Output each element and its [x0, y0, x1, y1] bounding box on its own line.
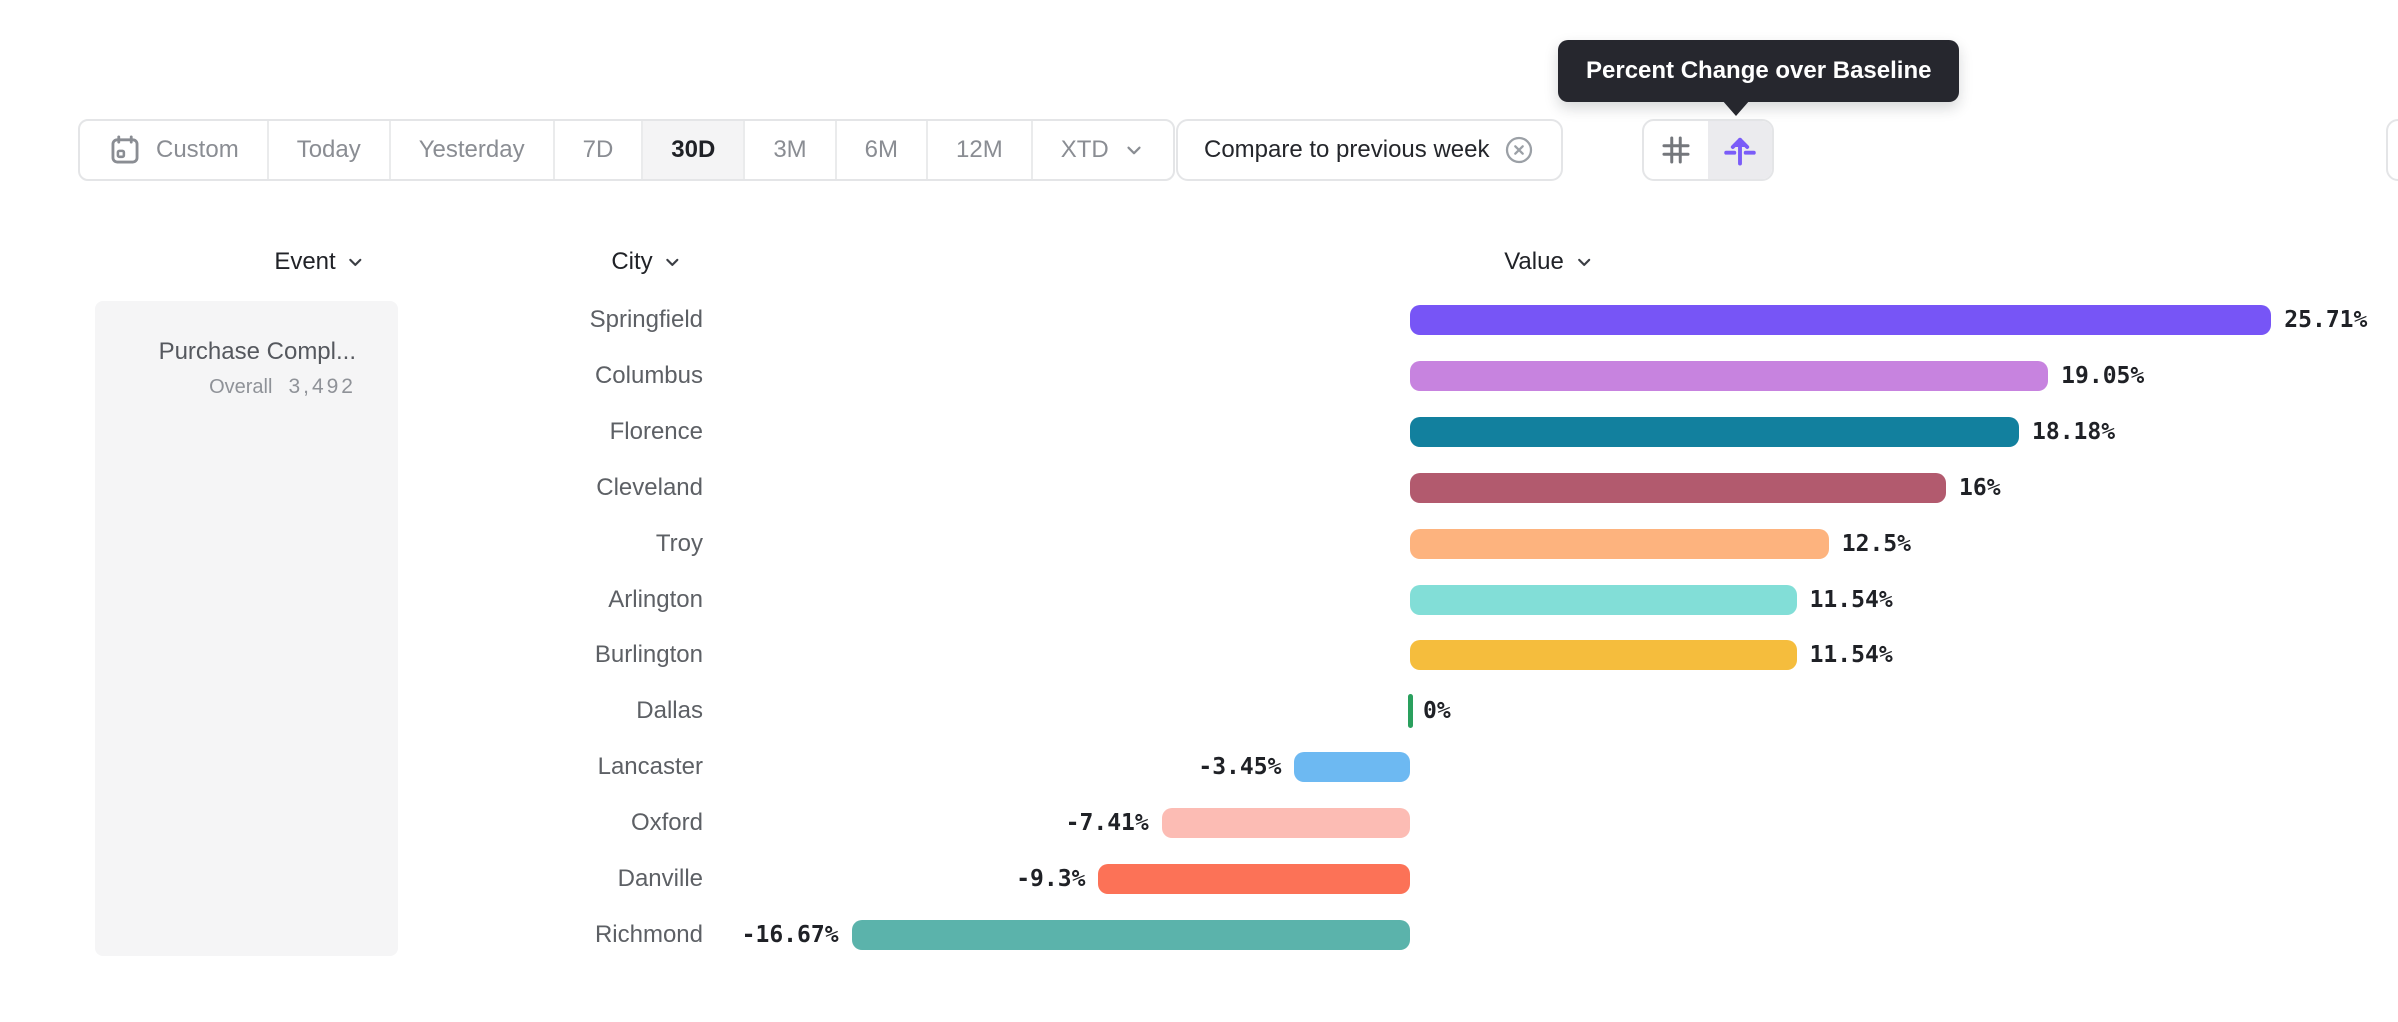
chart-row: Columbus 19.05%: [0, 348, 2398, 404]
chevron-down-icon: [349, 258, 362, 266]
city-label: Florence: [609, 417, 703, 445]
chart-row: Lancaster -3.45%: [0, 739, 2398, 795]
bar[interactable]: [1410, 360, 2049, 391]
value-label: 11.54%: [1809, 586, 1893, 613]
tooltip-caret: [1722, 100, 1750, 116]
value-label: 19.05%: [2061, 362, 2145, 389]
value-label: 16%: [1959, 474, 2001, 501]
date-range-3m[interactable]: 3M: [745, 121, 837, 179]
city-label: Troy: [655, 529, 703, 557]
bar[interactable]: [1294, 752, 1410, 783]
chart-row: Florence 18.18%: [0, 404, 2398, 460]
date-range-yesterday[interactable]: Yesterday: [391, 121, 555, 179]
event-name: Purchase Compl...: [158, 338, 356, 365]
city-label: Springfield: [589, 306, 703, 333]
value-label: -7.41%: [1065, 810, 1149, 837]
tooltip: Percent Change over Baseline: [1558, 40, 1960, 102]
grid-view-toggle[interactable]: [1644, 121, 1708, 179]
bar[interactable]: [851, 919, 1410, 950]
column-header-city[interactable]: City: [611, 244, 682, 280]
arrow-up-from-baseline-icon: [1724, 137, 1756, 166]
city-label: Oxford: [630, 809, 703, 837]
bar[interactable]: [1410, 528, 1829, 559]
city-label: Arlington: [608, 585, 703, 613]
circle-x-icon[interactable]: [1503, 134, 1535, 166]
date-range-7d[interactable]: 7D: [555, 121, 644, 179]
value-label: 0%: [1423, 698, 1451, 725]
chart-row: Cleveland 16%: [0, 460, 2398, 516]
value-label: 11.54%: [1809, 642, 1893, 669]
value-label: 12.5%: [1841, 530, 1911, 557]
compare-label: Compare to previous week: [1204, 136, 1490, 163]
hash-grid-icon: [1662, 136, 1690, 164]
date-range-custom[interactable]: Custom: [80, 121, 269, 179]
event-total-count: 3,492: [288, 375, 356, 398]
column-header-event[interactable]: Event: [274, 244, 365, 280]
value-label: 18.18%: [2032, 418, 2116, 445]
date-range-label: Custom: [156, 136, 239, 163]
chart-row: Danville -9.3%: [0, 851, 2398, 907]
city-label: Burlington: [594, 641, 703, 669]
date-range-6m[interactable]: 6M: [837, 121, 928, 179]
bar[interactable]: [1410, 584, 1797, 615]
chevron-down-icon: [1577, 258, 1590, 266]
event-panel-purchase-completed[interactable]: Purchase Compl... Overall 3,492: [95, 301, 398, 956]
column-header-value[interactable]: Value: [1504, 244, 1594, 280]
date-range-today[interactable]: Today: [269, 121, 391, 179]
city-label: Lancaster: [597, 753, 703, 781]
date-range-30d-active[interactable]: 30D: [643, 121, 746, 179]
percent-change-baseline-toggle[interactable]: [1708, 121, 1772, 179]
value-label: -3.45%: [1198, 754, 1282, 781]
compare-to-previous-week-button[interactable]: Compare to previous week: [1176, 119, 1564, 181]
chart-row: Springfield 25.71%: [0, 292, 2398, 348]
chevron-down-icon: [1127, 146, 1141, 155]
tooltip-text: Percent Change over Baseline: [1586, 57, 1932, 84]
city-label: Dallas: [636, 697, 703, 725]
chart-view-toggle: [1642, 119, 1774, 181]
calendar-icon: [111, 135, 139, 164]
chart-row: Troy 12.5%: [0, 516, 2398, 572]
value-label: -9.3%: [1016, 866, 1086, 892]
city-label: Richmond: [594, 920, 703, 948]
bar[interactable]: [1161, 808, 1410, 839]
chart-row: Dallas 0%: [0, 683, 2398, 739]
event-segment-label: Overall: [209, 376, 273, 398]
bar[interactable]: [1410, 472, 1946, 503]
chart-row: Arlington 11.54%: [0, 572, 2398, 628]
city-label: Danville: [617, 865, 703, 892]
city-label: Columbus: [594, 361, 703, 389]
chart-row: Richmond -16.67%: [0, 907, 2398, 963]
bar[interactable]: [1410, 640, 1797, 671]
date-range-12m[interactable]: 12M: [928, 121, 1033, 179]
chart-row: Oxford -7.41%: [0, 795, 2398, 851]
clipped-right-edge-button[interactable]: [2386, 119, 2398, 181]
event-summary: Overall 3,492: [115, 375, 356, 399]
date-range-xtd[interactable]: XTD: [1033, 121, 1173, 179]
value-label: -16.67%: [741, 921, 839, 948]
bar[interactable]: [1410, 416, 2020, 447]
bar[interactable]: [1098, 864, 1410, 894]
value-label: 25.71%: [2284, 307, 2368, 333]
chevron-down-icon: [666, 258, 679, 266]
bar[interactable]: [1410, 305, 2272, 335]
bar-zero-tick[interactable]: [1408, 694, 1413, 729]
chart-row: Burlington 11.54%: [0, 627, 2398, 683]
city-label: Cleveland: [596, 473, 703, 501]
date-range-toolbar: Custom Today Yesterday 7D 30D 3M 6M 12M …: [78, 119, 1175, 181]
